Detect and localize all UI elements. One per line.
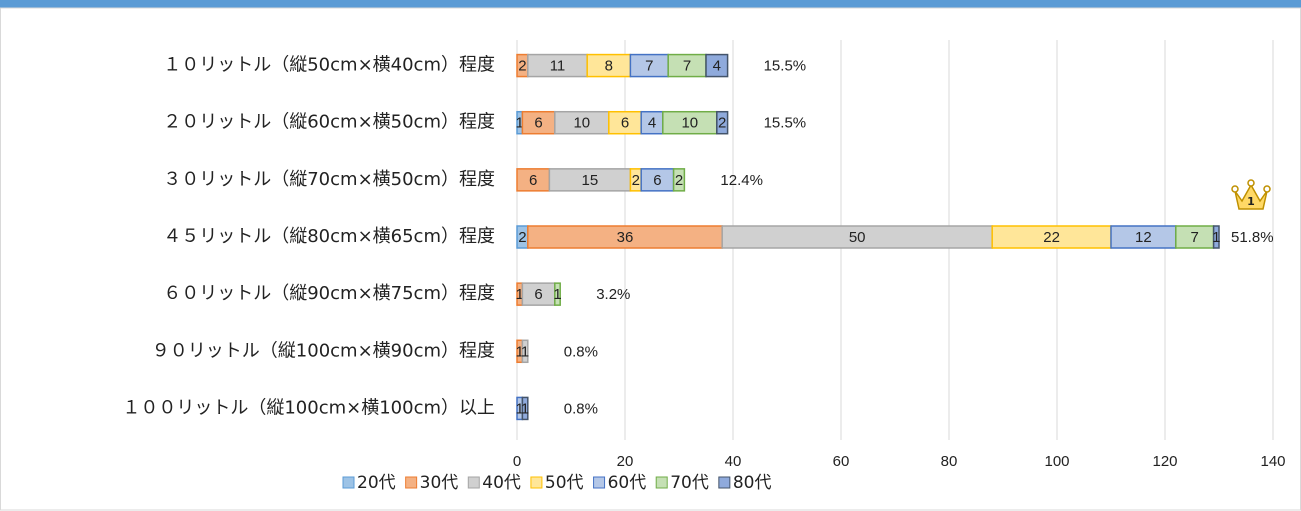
legend-label: 60代 [608,473,647,493]
legend-swatch [530,476,543,489]
data-label: 6 [529,172,537,189]
x-tick-label: 120 [1152,453,1177,470]
total-label: 0.8% [564,343,598,360]
x-tick-label: 40 [725,453,742,470]
data-label: 6 [534,286,542,303]
bar-segment [554,282,561,306]
data-label: 36 [617,229,634,246]
data-label: 4 [648,115,656,132]
legend-swatch [342,476,355,489]
total-label: 15.5% [764,115,807,132]
data-label: 12 [1135,229,1152,246]
bar-segment [672,168,686,192]
legend-label: 70代 [670,473,709,493]
legend-swatch [467,476,480,489]
total-label: 51.8% [1231,229,1274,246]
data-label: 2 [518,229,526,246]
category-label: ９０リットル（縦100cm×横90cm）程度 [152,340,495,361]
category-label: ３０リットル（縦70cm×横50cm）程度 [163,169,495,190]
category-label: ６０リットル（縦90cm×横75cm）程度 [163,283,495,304]
x-tick-label: 20 [617,453,634,470]
data-label: 1 [521,343,529,360]
category-label: １０リットル（縦50cm×横40cm）程度 [163,55,495,76]
legend-label: 80代 [733,473,772,493]
legend-swatch [593,476,606,489]
bar-segment [521,396,529,421]
data-label: 2 [675,172,683,189]
total-label: 3.2% [596,286,630,303]
x-tick-label: 140 [1260,453,1285,470]
data-label: 22 [1043,229,1060,246]
data-label: 11 [550,58,566,75]
data-label: 4 [713,58,721,75]
data-label: 10 [573,115,590,132]
x-tick-label: 60 [833,453,850,470]
category-label: ２０リットル（縦60cm×横50cm）程度 [163,112,495,133]
data-label: 1 [521,400,529,417]
legend-label: 40代 [482,473,521,493]
x-tick-label: 0 [513,453,521,470]
top-band [0,0,1301,8]
data-label: 7 [683,58,691,75]
crown-jewel [1247,179,1255,187]
data-label: 8 [605,58,613,75]
crown: 1 [1231,179,1271,210]
data-label: 1 [516,115,524,132]
data-label: 6 [534,115,542,132]
category-label: ４５リットル（縦80cm×横65cm）程度 [163,226,495,247]
data-label: 7 [1191,229,1199,246]
legend-swatch [718,476,731,489]
bar-segment [1212,225,1220,249]
crown-shape [1234,183,1268,210]
legend-label: 50代 [545,473,584,493]
data-label: 15 [582,172,599,189]
data-label: 50 [849,229,866,246]
bar-segment [705,53,729,78]
data-label: 1 [516,400,524,417]
data-label: 6 [653,172,661,189]
total-label: 15.5% [764,58,807,75]
data-label: 2 [718,115,726,132]
total-label: 0.8% [564,400,598,417]
x-tick-label: 100 [1044,453,1069,470]
data-label: 6 [621,115,629,132]
data-label: 2 [632,172,640,189]
bar-segment [716,110,729,135]
legend-swatch [405,476,418,489]
bar-segment [521,339,529,364]
legend-label: 30代 [420,473,459,493]
data-label: 1 [553,286,561,303]
crown-jewel [1263,185,1271,193]
legend-label: 20代 [357,473,396,493]
x-tick-label: 80 [941,453,958,470]
data-label: 1 [1212,229,1220,246]
badge: 1 [1247,195,1255,208]
data-label: 1 [516,343,524,360]
frame [0,7,1301,511]
total-label: 12.4% [720,172,763,189]
data-label: 1 [516,286,524,303]
crown-jewel [1231,185,1239,193]
data-label: 7 [645,58,653,75]
data-label: 10 [681,115,698,132]
data-label: 2 [518,58,526,75]
legend-swatch [655,476,668,489]
category-label: １００リットル（縦100cm×横100cm）以上 [122,397,495,418]
